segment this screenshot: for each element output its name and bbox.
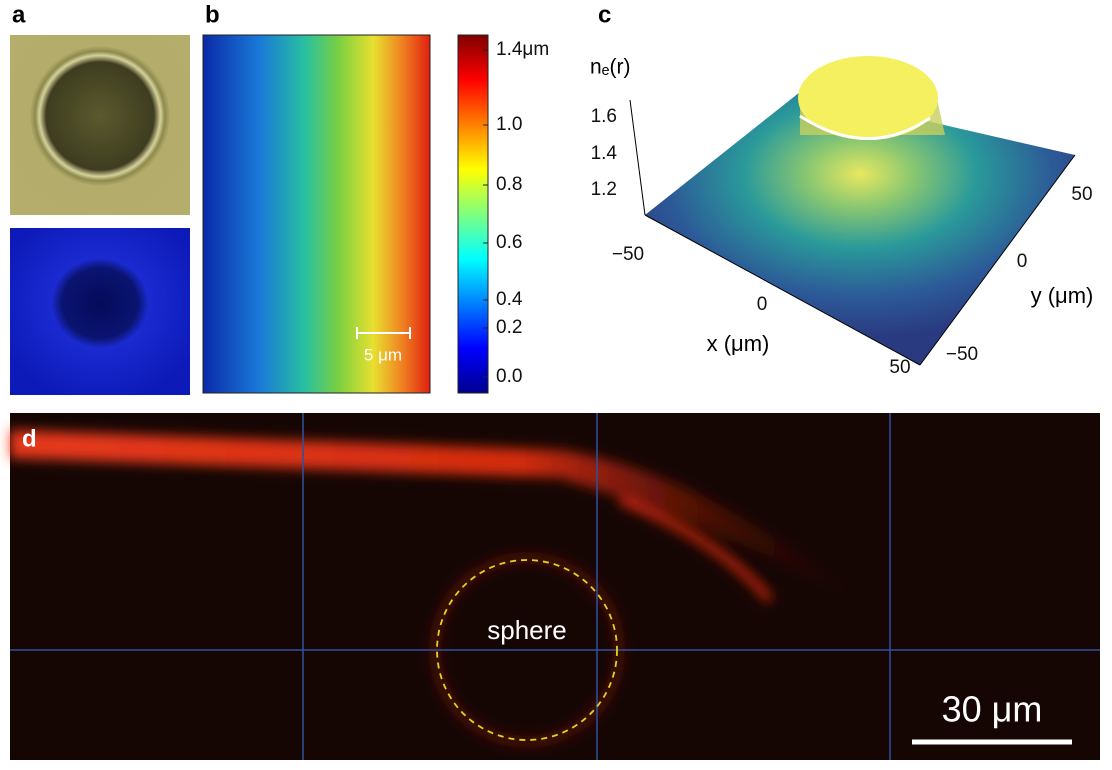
axis-label: y (μm) — [1031, 283, 1094, 308]
axis-line — [644, 214, 921, 366]
tick-label: −50 — [612, 244, 644, 265]
colorbar-ticks: 1.4μm 1.0 0.8 0.6 0.4 0.2 0.0 — [483, 39, 549, 387]
scale-label: 5 μm — [364, 345, 402, 364]
tick-label: 0 — [1017, 251, 1028, 272]
surface-top — [798, 56, 938, 140]
tick-label: 50 — [1071, 184, 1092, 205]
surface-edge — [799, 114, 931, 140]
tick-label: 0 — [757, 294, 768, 315]
colorbar-tick-label: 1.4μm — [496, 39, 549, 60]
tick-label: 1.2 — [591, 179, 617, 200]
colorbar-tick-label: 0.4 — [496, 289, 523, 310]
micrograph — [10, 35, 190, 215]
axis-line — [919, 154, 1076, 366]
panel-label: c — [598, 1, 611, 28]
scale-label: 30 μm — [942, 689, 1043, 730]
colorbar-tick-label: 0.8 — [496, 174, 522, 195]
colorbar-tick-label: 0.2 — [496, 317, 522, 338]
colorbar-tick-label: 0.0 — [496, 366, 522, 387]
colorbar — [457, 34, 489, 394]
tick-label: 1.4 — [591, 143, 618, 164]
axis-line — [629, 99, 646, 216]
axis-label: nₑ(r) — [590, 56, 630, 79]
surface — [645, 92, 1075, 365]
height-map — [202, 34, 431, 394]
axis-label: x (μm) — [707, 331, 770, 356]
colorbar-tick-label: 1.0 — [496, 114, 522, 135]
sphere-outline — [436, 559, 618, 741]
colorbar-tick-label: 0.6 — [496, 232, 522, 253]
panel-label: d — [22, 425, 37, 452]
fluorescence-image — [10, 228, 190, 395]
grid — [10, 413, 1100, 760]
panel-label: b — [205, 1, 220, 28]
tick-label: 50 — [889, 357, 910, 378]
tick-label: 1.6 — [591, 106, 617, 127]
panel-label: a — [12, 1, 26, 28]
annotation: sphere — [487, 615, 567, 645]
tick-label: −50 — [946, 344, 978, 365]
